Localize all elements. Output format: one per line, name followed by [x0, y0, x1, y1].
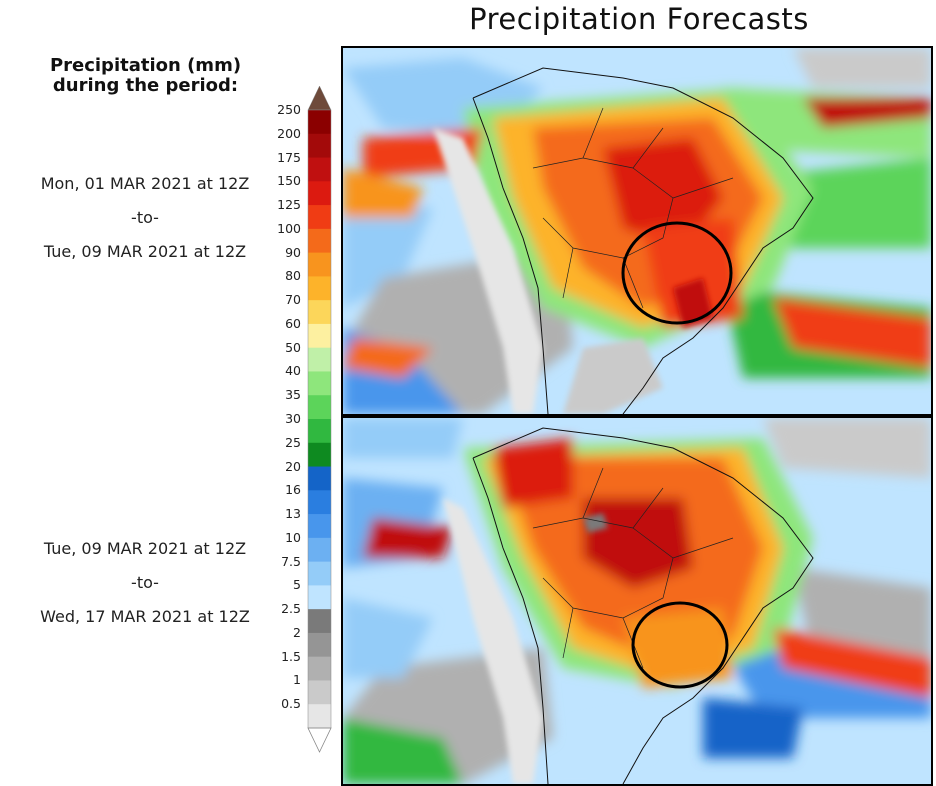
color-bar-tick-label: 2.5 [281, 601, 301, 617]
color-bar-tick-label: 25 [285, 434, 301, 450]
color-bar-top-arrow [307, 85, 332, 111]
period-1-separator: -to- [131, 208, 159, 227]
period-label-1: Mon, 01 MAR 2021 at 12Z -to- Tue, 09 MAR… [0, 167, 290, 269]
color-bar-segment [308, 157, 331, 182]
color-bar-segment [308, 133, 331, 159]
color-bar-tick-label: 1 [293, 672, 301, 688]
legend-title-line1: Precipitation (mm) [49, 55, 242, 76]
color-bar-segment [308, 300, 331, 325]
color-bar-tick-label: 50 [285, 339, 301, 355]
color-bar-tick-label: 30 [285, 411, 301, 426]
color-bar [307, 85, 332, 753]
map-panel-2 [341, 416, 933, 786]
color-bar-tick-label: 0.5 [281, 696, 301, 712]
color-bar-tick-label: 125 [277, 197, 301, 213]
color-bar-segment [308, 205, 331, 230]
color-bar-segment [308, 110, 331, 135]
color-bar-segment [308, 466, 331, 491]
period-2-end: Wed, 17 MAR 2021 at 12Z [40, 607, 250, 626]
color-bar-tick-label: 90 [285, 244, 301, 260]
color-bar-tick-label: 40 [285, 363, 301, 379]
color-bar-tick-label: 175 [277, 149, 301, 165]
color-bar-tick-label: 10 [285, 529, 301, 545]
color-bar-segment [308, 537, 331, 563]
color-bar-segment [308, 680, 331, 705]
color-bar-tick-label: 13 [285, 506, 301, 522]
color-bar-tick-label: 80 [285, 268, 301, 284]
period-1-end: Tue, 09 MAR 2021 at 12Z [43, 242, 247, 261]
color-bar-segment [308, 561, 331, 586]
color-bar-segment [308, 490, 331, 515]
color-bar-segment [308, 704, 331, 729]
color-bar-segment [308, 371, 331, 396]
color-bar-segment [308, 514, 331, 539]
color-bar-tick-label: 2 [293, 624, 301, 640]
color-bar-tick-label: 20 [285, 458, 301, 474]
color-bar-tick-label: 150 [277, 173, 301, 189]
color-bar-tick-label: 35 [285, 387, 301, 403]
color-bar-tick-label: 250 [277, 102, 301, 117]
legend-title: Precipitation (mm) during the period: [18, 56, 273, 96]
color-bar-segment [308, 656, 331, 681]
period-2-start: Tue, 09 MAR 2021 at 12Z [43, 539, 247, 558]
period-1-start: Mon, 01 MAR 2021 at 12Z [40, 174, 250, 193]
color-bar-tick-label: 16 [285, 482, 301, 498]
color-bar-tick-label: 5 [293, 577, 301, 593]
map-panel-1 [341, 46, 933, 416]
highlight-circle-1 [621, 221, 733, 325]
color-bar-segment [308, 323, 331, 349]
color-bar-segment [308, 347, 331, 372]
color-bar-segment [308, 252, 331, 277]
color-bar-segment [308, 228, 331, 254]
period-2-separator: -to- [131, 573, 159, 592]
color-bar-segment [308, 395, 331, 420]
highlight-circle-2 [631, 601, 729, 689]
color-bar-segment [308, 442, 331, 468]
color-bar-tick-label: 7.5 [281, 553, 301, 569]
color-bar-bottom-arrow [307, 727, 332, 753]
color-bar-segment [308, 181, 331, 206]
color-bar-segment [308, 419, 331, 444]
color-bar-segment [308, 585, 331, 610]
page-title: Precipitation Forecasts [469, 2, 809, 36]
period-label-2: Tue, 09 MAR 2021 at 12Z -to- Wed, 17 MAR… [0, 532, 290, 634]
color-bar-tick-label: 70 [285, 292, 301, 308]
legend-title-line2: during the period: [52, 75, 239, 96]
color-bar-segment [308, 632, 331, 658]
color-bar-tick-label: 100 [277, 220, 301, 236]
color-bar-tick-label: 200 [277, 125, 301, 141]
color-bar-tick-label: 60 [285, 315, 301, 331]
color-bar-tick-label: 1.5 [281, 648, 301, 664]
color-bar-segment [308, 609, 331, 634]
color-bar-segment [308, 276, 331, 301]
